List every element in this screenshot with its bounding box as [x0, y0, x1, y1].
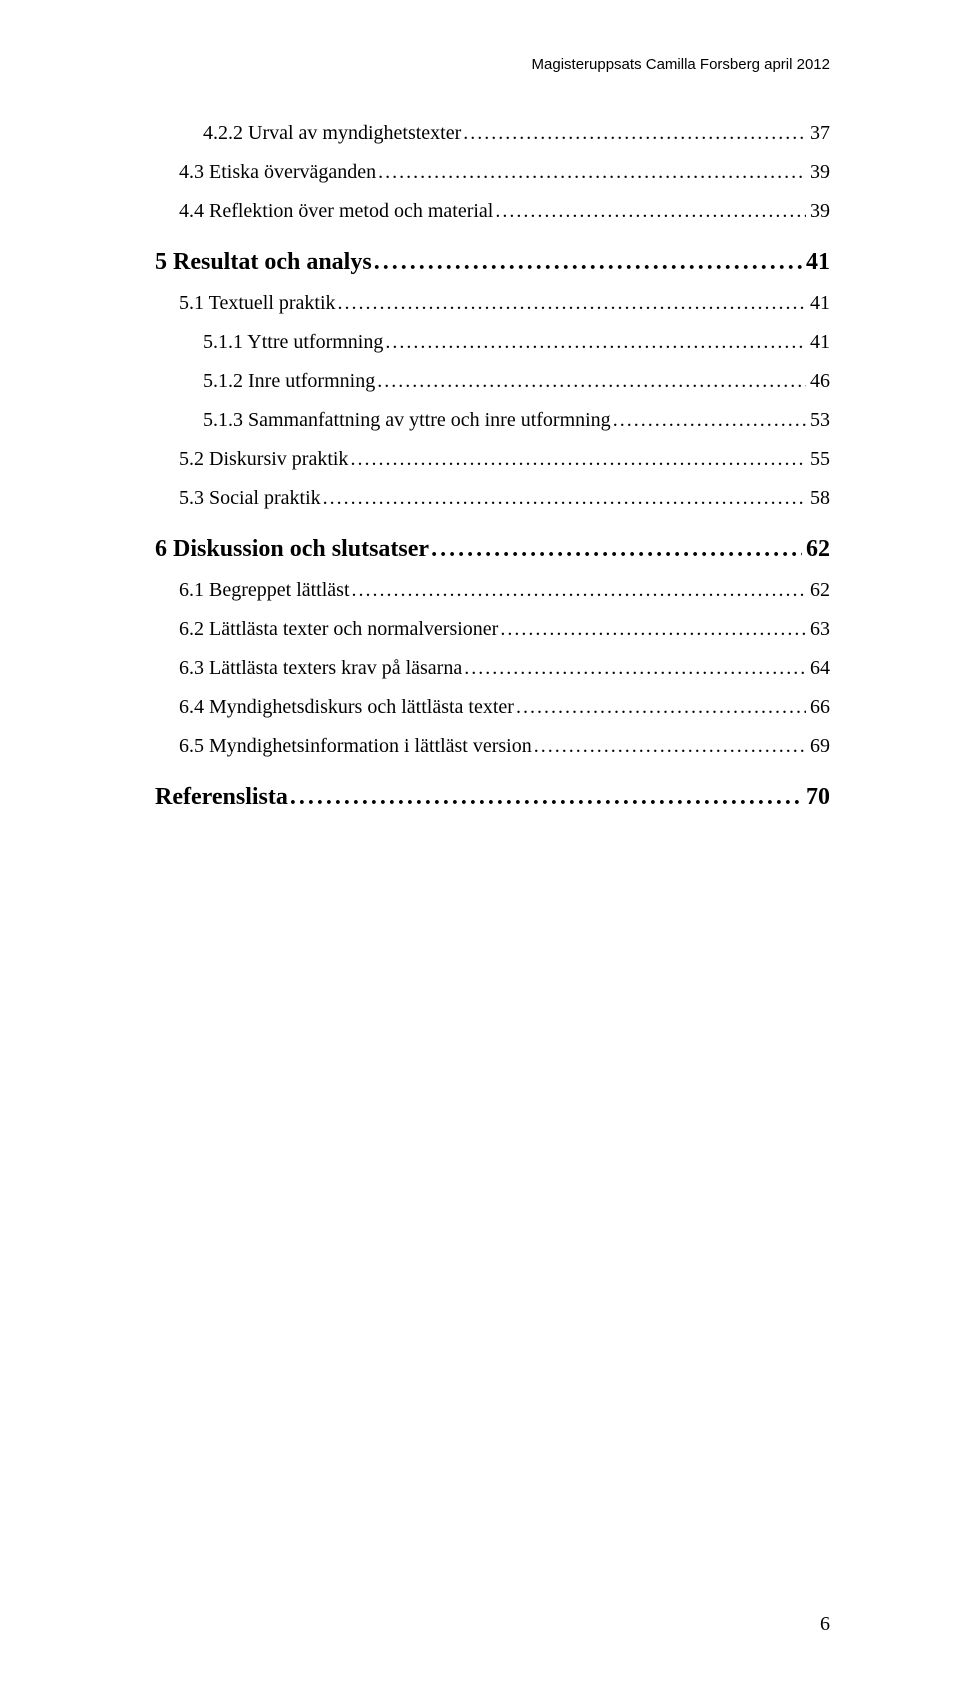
toc-entry-label: 6.3 Lättlästa texters krav på läsarna	[179, 657, 462, 680]
toc-leader: ........................................…	[611, 409, 806, 432]
toc-entry: 5.1.2 Inre utformning...................…	[155, 370, 830, 393]
toc-leader: ........................................…	[376, 161, 806, 184]
toc-entry: 6.3 Lättlästa texters krav på läsarna...…	[155, 657, 830, 680]
toc-leader: ........................................…	[383, 331, 806, 354]
toc-leader: ........................................…	[288, 784, 802, 811]
toc-leader: ........................................…	[514, 696, 806, 719]
running-header: Magisteruppsats Camilla Forsberg april 2…	[532, 56, 830, 73]
toc-entry-page: 41	[806, 292, 830, 315]
toc-leader: ........................................…	[350, 579, 806, 602]
toc-leader: ........................................…	[348, 448, 806, 471]
toc-entry-label: 6.1 Begreppet lättläst	[179, 579, 350, 602]
toc-entry-label: 5.1.1 Yttre utformning	[203, 331, 383, 354]
toc-entry-page: 41	[802, 249, 830, 276]
toc-entry-page: 62	[806, 579, 830, 602]
toc-entry-label: Referenslista	[155, 784, 288, 811]
toc-entry: 4.4 Reflektion över metod och material..…	[155, 200, 830, 223]
toc-entry-page: 66	[806, 696, 830, 719]
toc-entry: 5 Resultat och analys...................…	[155, 249, 830, 276]
toc-entry-label: 6 Diskussion och slutsatser	[155, 536, 429, 563]
table-of-contents: 4.2.2 Urval av myndighetstexter.........…	[155, 122, 830, 811]
toc-entry-page: 64	[806, 657, 830, 680]
toc-entry: 6.5 Myndighetsinformation i lättläst ver…	[155, 735, 830, 758]
toc-leader: ........................................…	[429, 536, 802, 563]
page-container: Magisteruppsats Camilla Forsberg april 2…	[0, 0, 960, 1694]
toc-entry-label: 5.1 Textuell praktik	[179, 292, 336, 315]
toc-entry: 5.1.1 Yttre utformning..................…	[155, 331, 830, 354]
toc-leader: ........................................…	[462, 657, 806, 680]
toc-entry-page: 41	[806, 331, 830, 354]
toc-entry: 5.3 Social praktik......................…	[155, 487, 830, 510]
toc-entry-label: 5.3 Social praktik	[179, 487, 321, 510]
toc-entry: 5.1.3 Sammanfattning av yttre och inre u…	[155, 409, 830, 432]
toc-entry: 6.1 Begreppet lättläst..................…	[155, 579, 830, 602]
toc-entry-page: 37	[806, 122, 830, 145]
toc-entry: Referenslista...........................…	[155, 784, 830, 811]
toc-entry-page: 58	[806, 487, 830, 510]
toc-entry: 5.2 Diskursiv praktik...................…	[155, 448, 830, 471]
toc-leader: ........................................…	[532, 735, 806, 758]
toc-entry-label: 5.1.2 Inre utformning	[203, 370, 375, 393]
toc-leader: ........................................…	[493, 200, 806, 223]
toc-entry-label: 6.5 Myndighetsinformation i lättläst ver…	[179, 735, 532, 758]
toc-leader: ........................................…	[375, 370, 806, 393]
toc-entry: 4.2.2 Urval av myndighetstexter.........…	[155, 122, 830, 145]
toc-entry-label: 4.3 Etiska överväganden	[179, 161, 376, 184]
toc-entry: 6.4 Myndighetsdiskurs och lättlästa text…	[155, 696, 830, 719]
toc-entry-label: 4.2.2 Urval av myndighetstexter	[203, 122, 461, 145]
toc-entry-page: 62	[802, 536, 830, 563]
toc-entry-label: 6.4 Myndighetsdiskurs och lättlästa text…	[179, 696, 514, 719]
toc-entry-label: 4.4 Reflektion över metod och material	[179, 200, 493, 223]
toc-entry-page: 39	[806, 161, 830, 184]
toc-entry: 4.3 Etiska överväganden.................…	[155, 161, 830, 184]
toc-entry: 5.1 Textuell praktik....................…	[155, 292, 830, 315]
toc-leader: ........................................…	[336, 292, 806, 315]
toc-entry-label: 5 Resultat och analys	[155, 249, 372, 276]
toc-entry-page: 39	[806, 200, 830, 223]
toc-entry-label: 6.2 Lättlästa texter och normalversioner	[179, 618, 498, 641]
toc-entry-page: 46	[806, 370, 830, 393]
toc-entry-page: 53	[806, 409, 830, 432]
toc-entry-page: 70	[802, 784, 830, 811]
toc-entry-page: 69	[806, 735, 830, 758]
toc-entry: 6 Diskussion och slutsatser.............…	[155, 536, 830, 563]
toc-entry: 6.2 Lättlästa texter och normalversioner…	[155, 618, 830, 641]
toc-entry-label: 5.1.3 Sammanfattning av yttre och inre u…	[203, 409, 611, 432]
toc-entry-page: 63	[806, 618, 830, 641]
toc-entry-label: 5.2 Diskursiv praktik	[179, 448, 348, 471]
toc-leader: ........................................…	[372, 249, 802, 276]
toc-entry-page: 55	[806, 448, 830, 471]
page-number: 6	[820, 1613, 830, 1636]
toc-leader: ........................................…	[461, 122, 806, 145]
toc-leader: ........................................…	[321, 487, 806, 510]
toc-leader: ........................................…	[498, 618, 806, 641]
